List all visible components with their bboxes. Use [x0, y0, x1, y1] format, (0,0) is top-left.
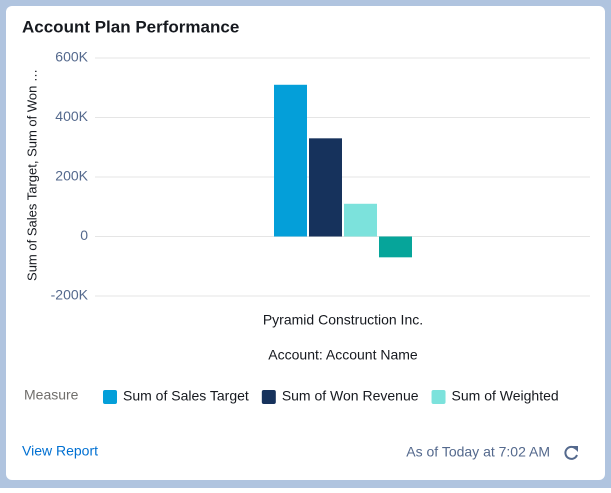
legend-label: Sum of Sales Target	[123, 388, 249, 404]
bar	[309, 138, 342, 237]
view-report-link[interactable]: View Report	[22, 443, 98, 459]
y-tick-label: 600K	[55, 49, 88, 65]
y-axis-label: Sum of Sales Target, Sum of Won …	[24, 69, 39, 281]
refresh-icon	[564, 445, 578, 460]
legend-title: Measure	[24, 387, 79, 403]
timestamp: As of Today at 7:02 AM	[406, 444, 550, 460]
chart-title: Account Plan Performance	[22, 17, 239, 36]
card	[6, 6, 605, 480]
x-tick-label: Pyramid Construction Inc.	[263, 312, 423, 328]
legend-swatch	[431, 390, 446, 404]
refresh-arrow	[572, 446, 578, 452]
legend-swatch	[103, 390, 117, 404]
x-axis-label: Account: Account Name	[268, 347, 418, 363]
y-tick-label: 400K	[55, 108, 88, 124]
legend-label: Sum of Weighted	[452, 388, 559, 404]
bar	[344, 203, 377, 237]
bar	[379, 236, 412, 258]
legend-label: Sum of Won Revenue	[282, 388, 419, 404]
y-tick-label: 0	[80, 227, 88, 243]
legend-swatch	[261, 390, 276, 404]
refresh-button[interactable]	[564, 445, 578, 460]
y-tick-label: -200K	[51, 287, 89, 303]
bar	[274, 84, 307, 237]
y-tick-label: 200K	[55, 168, 88, 184]
